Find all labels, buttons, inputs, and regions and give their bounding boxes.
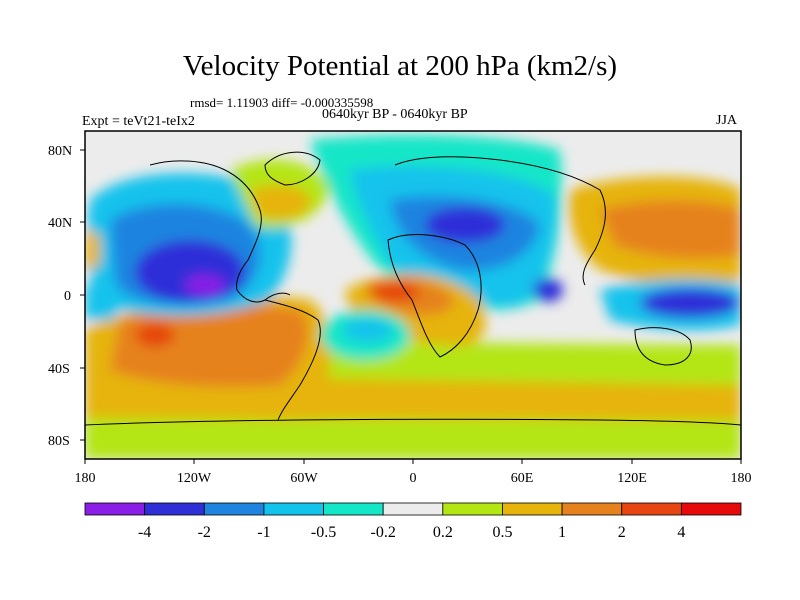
lon-tick-label: 60E bbox=[511, 471, 534, 486]
chart-title: Velocity Potential at 200 hPa (km2/s) bbox=[182, 50, 618, 82]
coast-greenland bbox=[264, 151, 321, 186]
lon-tick-label: 180 bbox=[731, 471, 752, 486]
colorbar-swatch bbox=[144, 502, 205, 516]
lat-tick-label: 80N bbox=[48, 144, 72, 159]
lat-tick-label: 0 bbox=[64, 289, 71, 304]
colorbar-label: -1 bbox=[257, 524, 270, 541]
lon-tick-label: 60W bbox=[290, 471, 318, 486]
contour-india-darkblue bbox=[533, 278, 563, 302]
colorbar-swatch bbox=[323, 502, 384, 516]
colorbar-label: 0.2 bbox=[433, 524, 453, 541]
coast-south-america bbox=[264, 299, 321, 421]
colorbar-swatch bbox=[203, 502, 265, 516]
colorbar-swatch bbox=[502, 502, 563, 516]
contour-sepacific-core bbox=[135, 323, 175, 347]
period-label: 0640kyr BP - 0640kyr BP bbox=[322, 107, 468, 122]
coast-australia bbox=[634, 327, 692, 366]
experiment-label: Expt = teVt21-teIx2 bbox=[82, 114, 195, 129]
colorbar-label: 0.5 bbox=[492, 524, 512, 541]
lon-tick-label: 180 bbox=[75, 471, 96, 486]
contour-satlantic-cyan bbox=[343, 318, 393, 342]
stats-label: rmsd= 1.11903 diff= -0.000335598 bbox=[190, 95, 374, 110]
coastlines bbox=[85, 151, 741, 426]
colorbar-label: -0.2 bbox=[371, 524, 396, 541]
contour-npacific-darkblue bbox=[135, 240, 245, 304]
contour-sepacific-darkorange bbox=[110, 304, 309, 387]
colorbar-swatch bbox=[442, 502, 503, 516]
colorbar-label: -0.5 bbox=[311, 524, 336, 541]
season-label: JJA bbox=[716, 113, 738, 128]
colorbar-label: -4 bbox=[138, 524, 151, 541]
colorbar-swatch bbox=[680, 502, 742, 516]
colorbar-swatch bbox=[621, 502, 682, 516]
contour-eurasia-darkblue bbox=[425, 207, 505, 243]
contour-natlantic-orange bbox=[250, 185, 312, 221]
contour-npacific-core bbox=[185, 275, 225, 295]
coast-antarctica bbox=[85, 418, 741, 426]
contour-wpacific-darkblue bbox=[640, 288, 740, 318]
tick-marks bbox=[80, 149, 742, 464]
colorbar-swatch bbox=[382, 502, 444, 516]
contour-field bbox=[85, 131, 741, 459]
colorbar-label: 2 bbox=[618, 524, 626, 541]
colorbar-swatch bbox=[84, 502, 146, 516]
coast-north-america bbox=[149, 160, 291, 303]
colorbar-swatch bbox=[561, 502, 623, 516]
coast-africa bbox=[387, 234, 482, 358]
contour-west-edge-orange bbox=[85, 230, 100, 270]
contour-africa-core bbox=[370, 282, 420, 302]
lat-tick-label: 40S bbox=[48, 362, 70, 377]
lon-tick-label: 120E bbox=[617, 471, 647, 486]
coast-eurasia bbox=[394, 156, 606, 286]
colorbar-label: -2 bbox=[198, 524, 211, 541]
lon-tick-label: 0 bbox=[410, 471, 417, 486]
lon-tick-label: 120W bbox=[177, 471, 212, 486]
lat-tick-label: 40N bbox=[48, 216, 72, 231]
colorbar: -4 -2 -1 -0.5 -0.2 0.2 0.5 1 2 4 bbox=[84, 502, 742, 541]
colorbar-label: 4 bbox=[677, 524, 685, 541]
colorbar-swatch bbox=[263, 502, 324, 516]
contour-wpacific-darkorange bbox=[600, 200, 741, 259]
lat-tick-label: 80S bbox=[48, 434, 70, 449]
colorbar-label: 1 bbox=[558, 524, 566, 541]
contour-west-edge-cyan bbox=[85, 285, 120, 320]
